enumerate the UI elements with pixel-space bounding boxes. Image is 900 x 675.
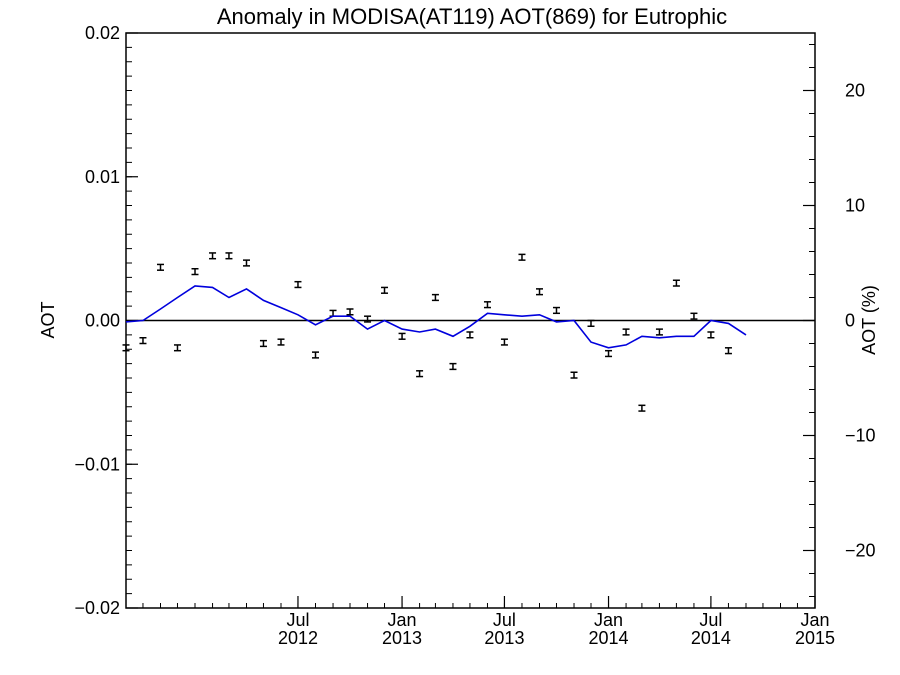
y-right-tick-label: 20 <box>845 81 865 101</box>
data-point <box>638 404 646 412</box>
data-point <box>587 319 595 327</box>
x-tick-month: Jan <box>594 610 623 630</box>
data-point <box>364 315 372 323</box>
data-point <box>518 253 526 261</box>
data-point <box>122 344 130 352</box>
data-point <box>173 344 181 352</box>
y-tick-label: 0.00 <box>85 311 120 331</box>
y-right-tick-label: 0 <box>845 311 855 331</box>
data-point <box>381 286 389 294</box>
y-tick-label: −0.02 <box>74 598 120 618</box>
data-point <box>690 312 698 320</box>
data-point <box>294 280 302 289</box>
data-point <box>416 370 424 378</box>
x-tick-year: 2014 <box>691 628 731 648</box>
data-point <box>398 332 406 340</box>
series-line <box>125 285 747 349</box>
data-point <box>672 279 680 287</box>
x-tick-year: 2014 <box>589 628 629 648</box>
data-point <box>431 293 439 302</box>
data-point <box>655 328 663 336</box>
x-tick-month: Jan <box>800 610 829 630</box>
right-axis: 20 10 0 −10 −20 <box>803 44 876 597</box>
data-point <box>500 338 508 346</box>
data-point <box>157 263 165 271</box>
data-point <box>483 301 491 309</box>
left-axis: 0.02 0.01 0.00 −0.01 −0.02 <box>74 23 138 618</box>
x-tick-month: Jul <box>493 610 516 630</box>
data-point <box>536 288 544 296</box>
data-point <box>242 259 250 267</box>
x-tick-year: 2013 <box>484 628 524 648</box>
y-tick-label: 0.01 <box>85 167 120 187</box>
series-layer <box>122 252 747 412</box>
data-point <box>139 337 147 345</box>
data-point <box>329 309 337 317</box>
data-point <box>570 371 578 379</box>
data-point <box>225 252 233 260</box>
data-point <box>312 351 320 359</box>
x-tick-month: Jul <box>699 610 722 630</box>
y-right-tick-label: −10 <box>845 426 876 446</box>
data-point <box>622 328 630 336</box>
data-point <box>209 252 217 260</box>
x-tick-year: 2013 <box>382 628 422 648</box>
data-point <box>552 306 560 315</box>
y-axis-label-right: AOT (%) <box>859 285 879 355</box>
data-point <box>277 338 285 346</box>
data-point <box>449 362 457 371</box>
data-point <box>191 268 199 276</box>
data-point <box>707 331 715 339</box>
y-right-tick-label: −20 <box>845 541 876 561</box>
data-point <box>724 347 732 355</box>
y-tick-label: 0.02 <box>85 23 120 43</box>
bottom-axis: Jul2012Jan2013Jul2013Jan2014Jul2014Jan20… <box>125 596 835 648</box>
data-point <box>259 339 267 348</box>
x-tick-year: 2012 <box>278 628 318 648</box>
x-tick-month: Jan <box>388 610 417 630</box>
x-tick-year: 2015 <box>795 628 835 648</box>
data-point <box>466 331 474 339</box>
data-point <box>346 308 354 316</box>
chart-title: Anomaly in MODISA(AT119) AOT(869) for Eu… <box>217 4 727 29</box>
data-point <box>605 349 613 358</box>
x-tick-month: Jul <box>286 610 309 630</box>
y-axis-label-left: AOT <box>38 301 58 338</box>
y-tick-label: −0.01 <box>74 454 120 474</box>
y-right-tick-label: 10 <box>845 196 865 216</box>
